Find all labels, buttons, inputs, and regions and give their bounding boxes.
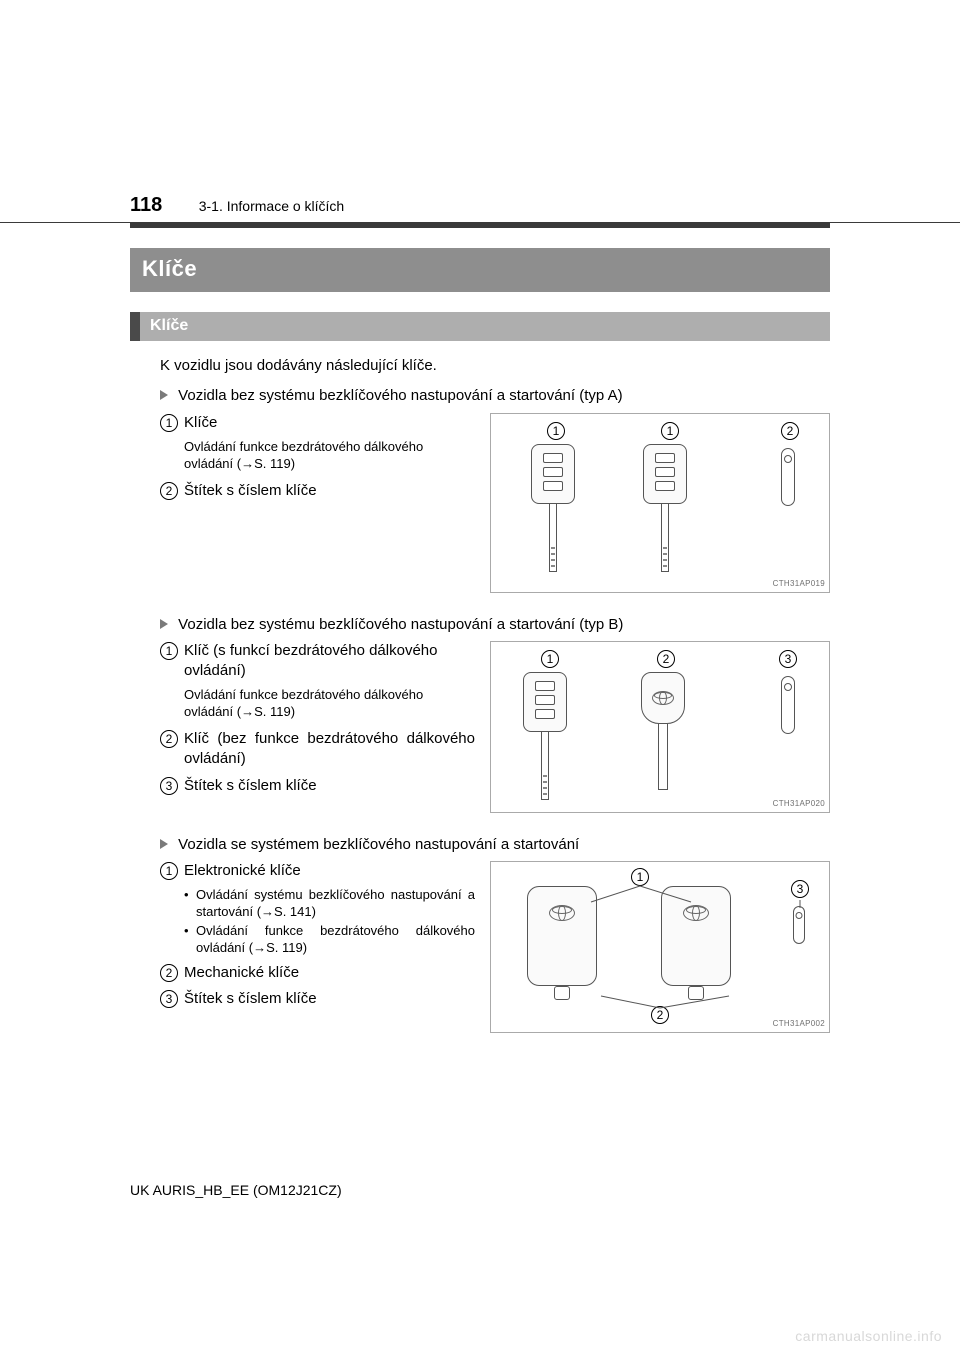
figure-b-callout-3: 3: [779, 650, 797, 668]
figure-a-callout-2: 2: [781, 422, 799, 440]
triangle-icon: [160, 839, 168, 849]
variant-c-item-1-sublist: Ovládání systému bezklíčového nastupován…: [160, 887, 475, 957]
variant-b-item-2: 2 Klíč (bez funkce bezdrátového dálkovéh…: [160, 729, 475, 770]
variant-c-heading-text: Vozidla se systémem bezklíčového nastupo…: [178, 836, 579, 853]
figure-a: 1 1 2: [490, 413, 830, 593]
variant-c-item-2: 2 Mechanické klíče: [160, 963, 475, 983]
page: 118 3-1. Informace o klíčích Klíče Klíče…: [0, 0, 960, 1358]
variant-b-item-2-label: Klíč (bez funkce bezdrátového dálkového …: [184, 730, 475, 767]
key-tag-icon: [781, 676, 795, 734]
figure-a-id: CTH31AP019: [773, 579, 825, 590]
watermark: carmanualsonline.info: [795, 1328, 942, 1344]
variant-b-heading: Vozidla bez systému bezklíčového nastupo…: [160, 615, 830, 635]
marker-2-icon: 2: [160, 964, 178, 982]
variant-a-text: 1 Klíče Ovládání funkce bezdrátového dál…: [160, 413, 475, 507]
marker-2-icon: 2: [160, 730, 178, 748]
figure-c: 1 2 3: [490, 861, 830, 1033]
variant-a-item-2-label: Štítek s číslem klíče: [184, 482, 317, 499]
marker-2-icon: 2: [160, 482, 178, 500]
variant-b-text: 1 Klíč (s funkcí bezdrátového dálkového …: [160, 641, 475, 802]
variant-b-item-1-label: Klíč (s funkcí bezdrátového dálkového ov…: [184, 642, 437, 679]
variant-a-item-2: 2 Štítek s číslem klíče: [160, 481, 475, 501]
variant-a-item-1-note: Ovládání funkce bezdrátového dálkového o…: [160, 439, 475, 473]
variant-b-item-3-label: Štítek s číslem klíče: [184, 777, 317, 794]
key-flip-2-icon: [643, 444, 687, 572]
section-title: Klíče: [130, 248, 830, 292]
variant-a-heading: Vozidla bez systému bezklíčového nastupo…: [160, 386, 830, 406]
variant-a-item-1-label: Klíče: [184, 414, 217, 431]
figure-c-leaders-icon: [491, 862, 831, 1034]
marker-1-icon: 1: [160, 642, 178, 660]
variant-a-item-1: 1 Klíče: [160, 413, 475, 433]
variant-b-item-1-note: Ovládání funkce bezdrátového dálkového o…: [160, 687, 475, 721]
variant-c-item-3-label: Štítek s číslem klíče: [184, 990, 317, 1007]
variant-b-heading-text: Vozidla bez systému bezklíčového nastupo…: [178, 616, 623, 633]
variant-c-item-1: 1 Elektronické klíče: [160, 861, 475, 881]
variant-c-item-1-label: Elektronické klíče: [184, 862, 301, 879]
variant-a-row: 1 Klíče Ovládání funkce bezdrátového dál…: [160, 413, 830, 609]
marker-1-icon: 1: [160, 414, 178, 432]
variant-c-item-3: 3 Štítek s číslem klíče: [160, 989, 475, 1009]
figure-b-callout-1: 1: [541, 650, 559, 668]
figure-a-callout-1a: 1: [547, 422, 565, 440]
variant-c-heading: Vozidla se systémem bezklíčového nastupo…: [160, 835, 830, 855]
triangle-icon: [160, 619, 168, 629]
figure-b-callout-2: 2: [657, 650, 675, 668]
key-flip-1-icon: [531, 444, 575, 572]
marker-3-icon: 3: [160, 777, 178, 795]
variant-c-item-1-sub2: Ovládání funkce bezdrátového dálkového o…: [184, 923, 475, 957]
key-tag-icon: [781, 448, 795, 506]
variant-b-item-1: 1 Klíč (s funkcí bezdrátového dálkového …: [160, 641, 475, 682]
variant-c-row: 1 Elektronické klíče Ovládání systému be…: [160, 861, 830, 1049]
marker-1-icon: 1: [160, 862, 178, 880]
figure-b-id: CTH31AP020: [773, 799, 825, 810]
subsection-title: Klíče: [130, 312, 830, 341]
figure-a-callout-1b: 1: [661, 422, 679, 440]
key-flip-icon: [523, 672, 567, 800]
variant-c-item-1-sub1: Ovládání systému bezklíčového nastupován…: [184, 887, 475, 921]
variant-b-row: 1 Klíč (s funkcí bezdrátového dálkového …: [160, 641, 830, 829]
variant-c-text: 1 Elektronické klíče Ovládání systému be…: [160, 861, 475, 1015]
figure-b: 1 2 3: [490, 641, 830, 813]
variant-c-item-2-label: Mechanické klíče: [184, 964, 299, 981]
footer: UK AURIS_HB_EE (OM12J21CZ): [130, 1182, 342, 1198]
page-number: 118: [130, 194, 162, 217]
intro-text: K vozidlu jsou dodávány následující klíč…: [160, 356, 830, 376]
variant-a-heading-text: Vozidla bez systému bezklíčového nastupo…: [178, 387, 622, 404]
header-rule-thick: [130, 222, 830, 228]
triangle-icon: [160, 390, 168, 400]
marker-3-icon: 3: [160, 990, 178, 1008]
breadcrumb: 3-1. Informace o klíčích: [199, 198, 345, 214]
header: 118 3-1. Informace o klíčích: [130, 194, 830, 217]
key-plain-icon: [641, 672, 685, 790]
figure-c-id: CTH31AP002: [773, 1019, 825, 1030]
variant-b-item-3: 3 Štítek s číslem klíče: [160, 776, 475, 796]
content: K vozidlu jsou dodávány následující klíč…: [160, 356, 830, 1049]
